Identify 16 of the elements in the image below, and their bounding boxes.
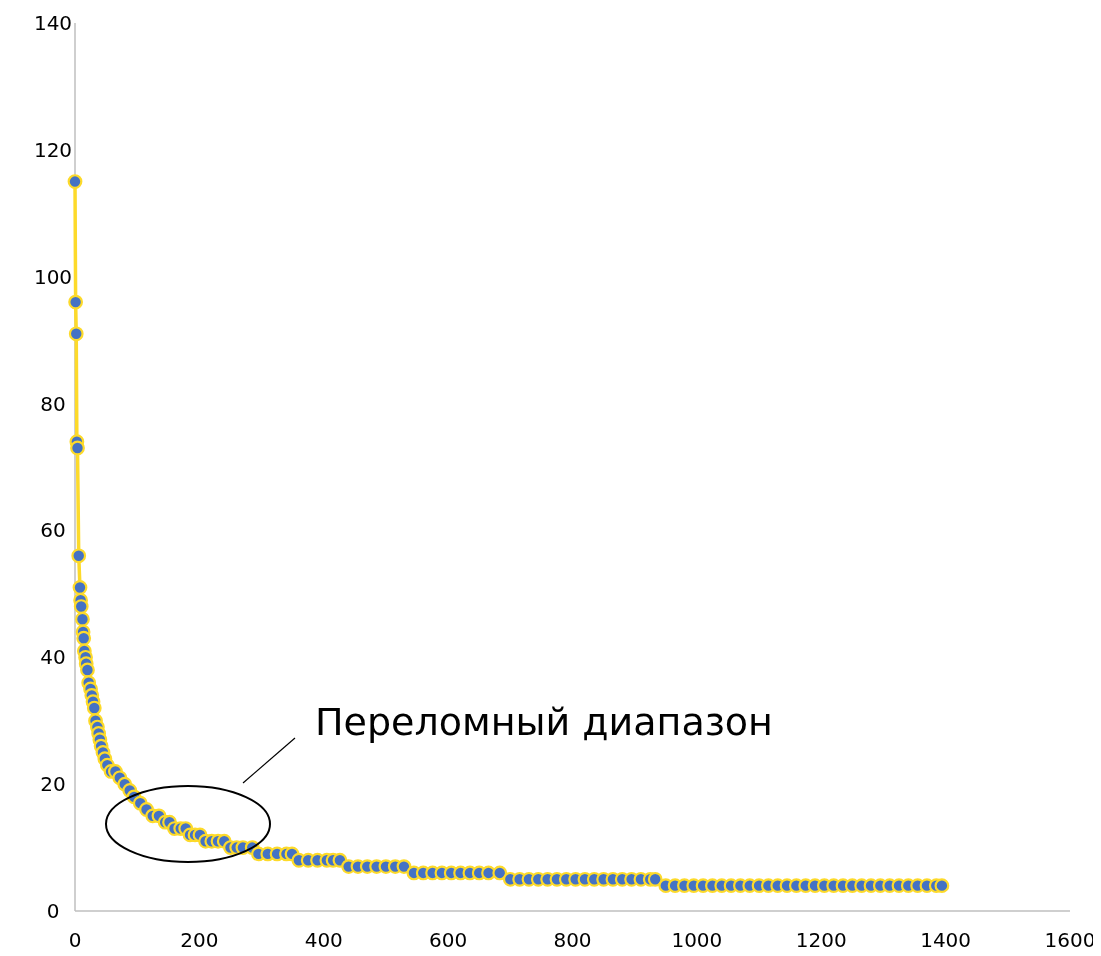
y-tick-label: 140 [33,11,73,35]
y-tick-label: 20 [40,772,66,797]
x-tick-label: 1000 [671,928,723,952]
x-tick-label: 1200 [795,928,847,952]
y-tick-label: 120 [33,137,73,162]
y-tick-label: 0 [46,899,60,923]
x-tick-label: 400 [304,928,343,952]
annotation: Переломный диапазон [315,700,773,744]
y-tick-label: 80 [40,391,66,416]
x-tick-label: 200 [180,928,219,952]
x-tick-label: 800 [553,928,592,952]
y-tick-label: 60 [40,518,66,543]
y-tick-label: 100 [33,264,73,289]
x-tick-label: 600 [429,928,468,952]
x-tick-label: 1400 [920,928,972,952]
y-tick-label: 40 [40,645,66,670]
